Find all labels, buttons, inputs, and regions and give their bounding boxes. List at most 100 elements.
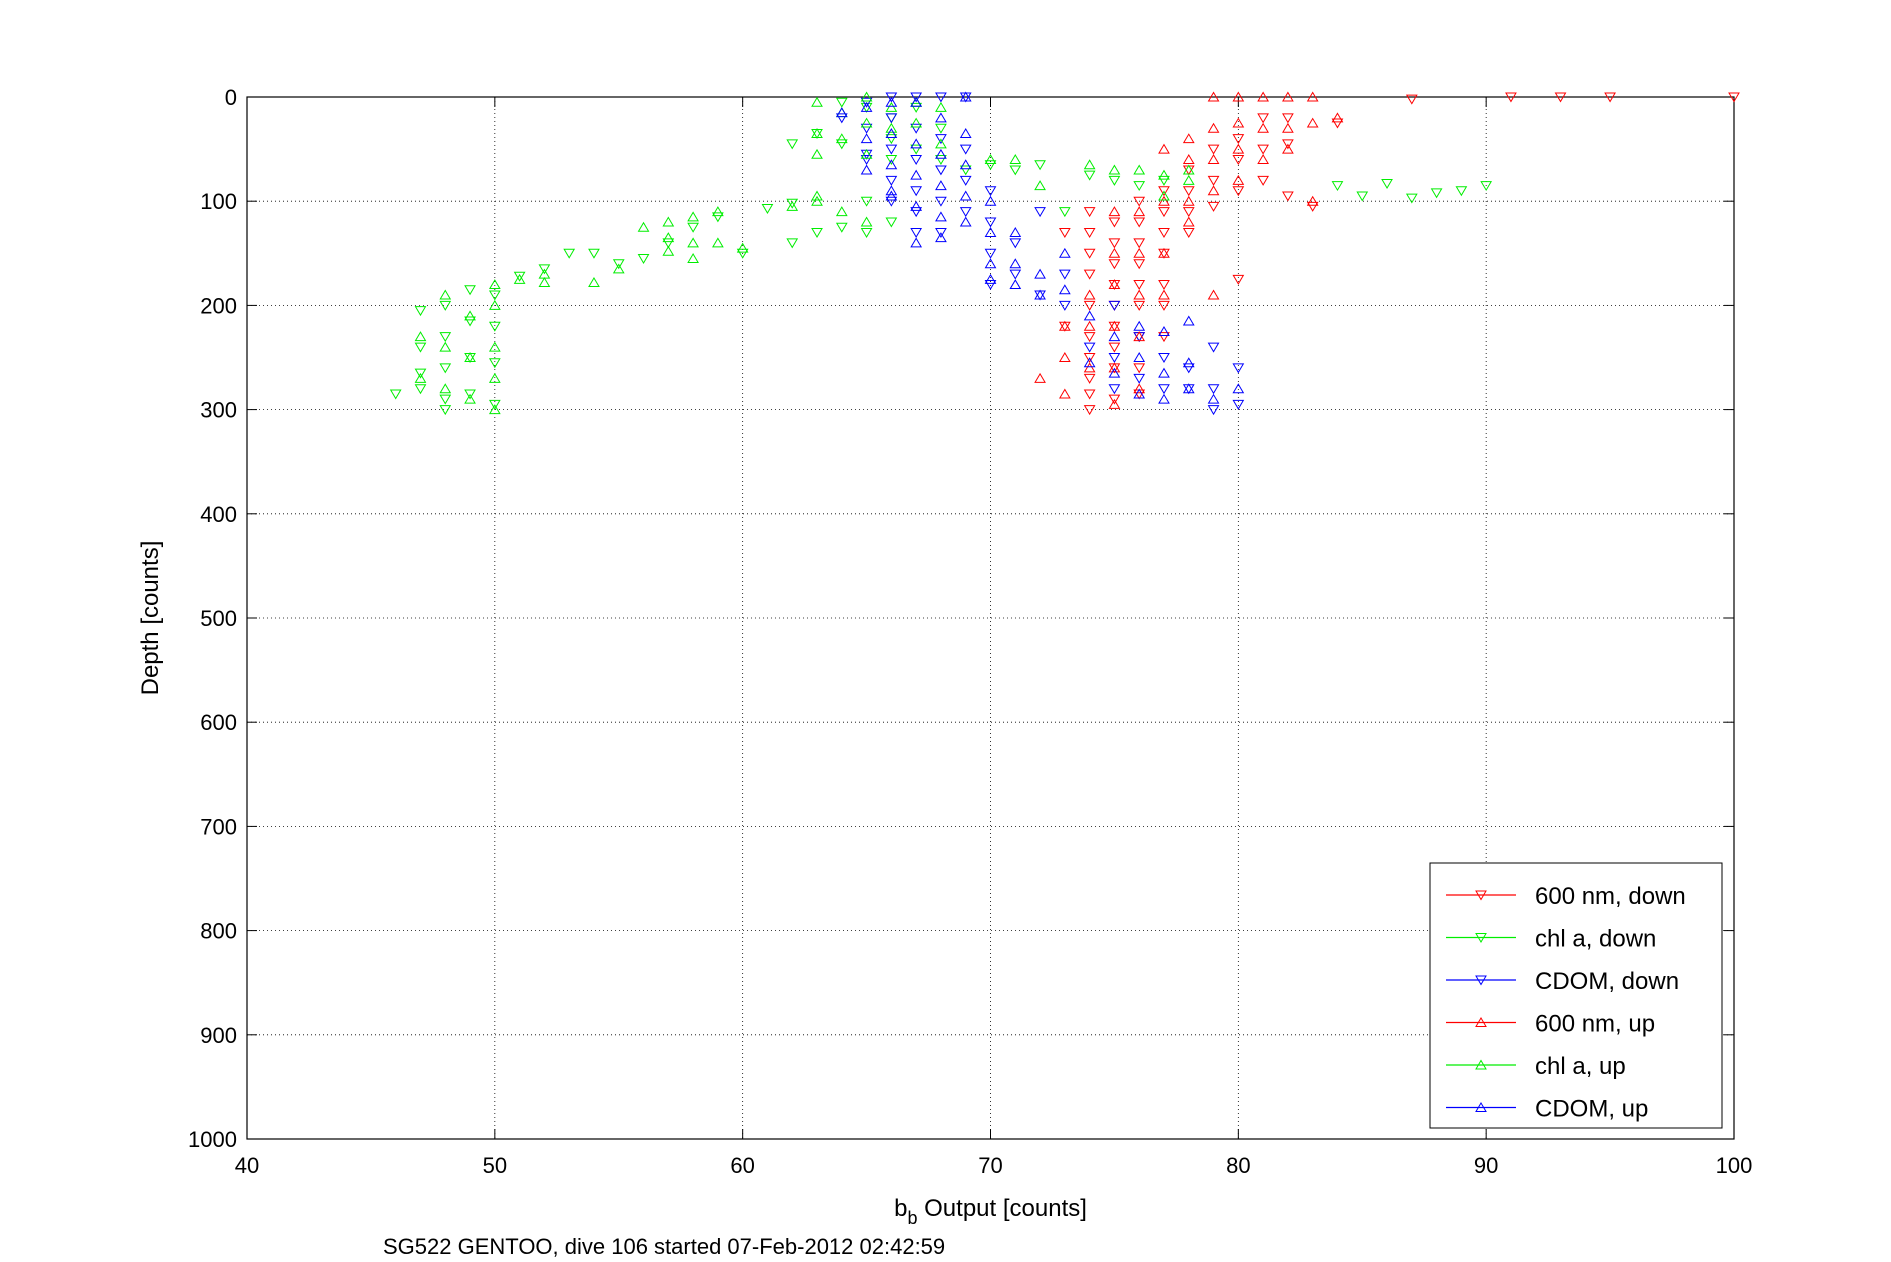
data-point [959, 159, 972, 170]
data-point [1009, 165, 1022, 176]
data-point [835, 139, 848, 150]
data-point [1083, 332, 1096, 343]
data-point [1306, 195, 1319, 206]
data-point [1331, 112, 1344, 123]
data-point [588, 248, 600, 259]
data-point [885, 196, 898, 207]
data-point [1480, 181, 1493, 192]
data-point [1058, 388, 1071, 399]
data-point [860, 123, 873, 134]
data-point [910, 186, 923, 197]
data-point [1058, 269, 1071, 280]
data-point [1207, 342, 1220, 353]
series-2 [835, 92, 1245, 416]
data-point [1182, 174, 1195, 185]
data-point [935, 165, 947, 176]
data-point [538, 276, 551, 287]
data-point [835, 107, 848, 118]
data-point [1182, 164, 1195, 175]
data-point [1331, 118, 1344, 129]
data-point [1182, 186, 1195, 197]
data-point [1182, 315, 1195, 326]
data-point [1133, 388, 1146, 399]
data-point [984, 258, 997, 269]
data-point [1034, 372, 1046, 383]
data-point [860, 101, 873, 112]
data-point [910, 169, 923, 180]
data-point [1108, 238, 1121, 249]
data-point [1158, 289, 1170, 300]
x-tick-labels: 40 50 60 70 80 90 100 [235, 1153, 1753, 1178]
data-point [811, 190, 823, 201]
data-point [1108, 217, 1121, 228]
data-point [1356, 191, 1369, 202]
axis-ticks [246, 96, 1735, 1140]
data-point [1158, 367, 1170, 378]
data-point [687, 237, 699, 248]
data-point [1034, 180, 1046, 191]
y-tick-label: 500 [200, 606, 237, 631]
data-point [662, 232, 675, 243]
data-point [885, 217, 898, 228]
data-point [860, 133, 873, 144]
data-point [860, 216, 873, 227]
data-point [464, 352, 476, 362]
data-point [959, 91, 972, 102]
data-point [885, 185, 898, 196]
data-point [1604, 92, 1616, 103]
data-point [935, 227, 947, 238]
data-point [1108, 259, 1121, 270]
data-point [1405, 94, 1418, 105]
data-point [1133, 332, 1146, 343]
data-point [1133, 363, 1146, 374]
data-point [860, 164, 873, 175]
data-point [1009, 269, 1022, 280]
data-point [1306, 117, 1319, 128]
data-point [1158, 175, 1170, 186]
data-point [1058, 352, 1071, 362]
data-point [1232, 91, 1245, 102]
data-point [736, 242, 749, 253]
data-point [1232, 155, 1245, 166]
data-point [959, 190, 972, 201]
data-point [935, 123, 947, 134]
x-axis-label-rest: Output [counts] [917, 1195, 1086, 1222]
data-point [1728, 92, 1740, 103]
data-point [1058, 207, 1071, 218]
data-point [488, 321, 501, 332]
data-point [1158, 332, 1170, 343]
data-point [885, 113, 898, 124]
data-point [1108, 353, 1121, 363]
data-point [959, 175, 972, 186]
data-point [1232, 174, 1245, 185]
data-point [835, 222, 848, 233]
x-tick-label: 60 [730, 1153, 754, 1178]
data-point [1282, 122, 1294, 133]
data-point [637, 254, 650, 264]
data-point [1207, 91, 1220, 102]
data-point [538, 264, 551, 275]
data-point [1306, 91, 1319, 102]
data-point [1232, 274, 1245, 285]
series-4 [414, 91, 1195, 415]
x-axis-label-subscript: b [907, 1208, 917, 1228]
data-point [414, 331, 427, 342]
data-point [1108, 384, 1121, 395]
data-point [1108, 342, 1121, 353]
data-point [439, 332, 452, 343]
data-point [910, 117, 923, 128]
data-point [464, 285, 476, 296]
series-1 [389, 97, 1493, 416]
data-point [1207, 289, 1220, 300]
data-point [811, 227, 823, 238]
data-point [910, 138, 923, 149]
y-tick-label: 600 [200, 710, 237, 735]
data-point [662, 245, 675, 256]
data-point [687, 253, 699, 264]
data-point [1207, 185, 1220, 196]
data-point [1133, 332, 1146, 343]
data-point [488, 341, 501, 352]
x-tick-label: 40 [235, 1153, 259, 1178]
data-point [1108, 300, 1121, 311]
data-point [1282, 91, 1294, 102]
